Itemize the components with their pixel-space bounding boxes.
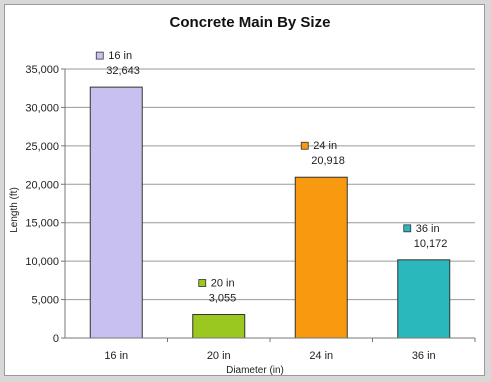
y-axis-label: Length (ft) <box>9 187 20 233</box>
bar <box>294 176 348 339</box>
data-label-value: 20,918 <box>311 155 345 167</box>
chart-title: Concrete Main By Size <box>170 14 331 31</box>
data-label-value: 32,643 <box>106 65 140 77</box>
data-label-value: 3,055 <box>209 293 237 305</box>
y-tick-label: 20,000 <box>25 179 59 191</box>
bar-chart: Concrete Main By Size 0 5,000 10,000 15,000… <box>9 14 476 376</box>
data-label-category: 16 in <box>108 50 132 62</box>
chart-frame: Concrete Main By Size 0 5,000 10,000 15,000… <box>4 4 485 376</box>
y-axis-ticks: 0 5,000 10,000 15,000 20,000 25,000 30,000 35,0… <box>25 64 65 345</box>
x-tick-label: 20 in <box>207 350 231 362</box>
data-label-key <box>403 224 412 233</box>
x-tick-label: 16 in <box>104 350 128 362</box>
bar <box>89 86 143 339</box>
bars <box>89 86 451 339</box>
data-label-category: 36 in <box>416 223 440 235</box>
data-label-key <box>300 141 309 150</box>
y-tick-label: 15,000 <box>25 218 59 230</box>
y-tick-label: 35,000 <box>25 64 59 76</box>
data-label-value: 10,172 <box>414 238 448 250</box>
data-label-key <box>95 51 104 60</box>
x-tick-label: 36 in <box>412 350 436 362</box>
data-labels: 16 in 32,643 20 in 3,055 24 in 20,918 36 in 10,… <box>95 50 448 305</box>
x-axis-ticks: 16 in 20 in 24 in 36 in <box>104 338 476 362</box>
y-tick-label: 30,000 <box>25 102 59 114</box>
data-label-category: 20 in <box>211 278 235 290</box>
data-label-category: 24 in <box>313 140 337 152</box>
y-tick-label: 0 <box>53 333 59 345</box>
y-tick-label: 5,000 <box>31 295 59 307</box>
data-label-key <box>198 279 207 287</box>
x-axis-label: Diameter (in) <box>226 365 284 376</box>
bar <box>397 259 451 339</box>
y-tick-label: 10,000 <box>25 256 59 268</box>
bar <box>192 314 246 339</box>
x-tick-label: 24 in <box>309 350 333 362</box>
y-tick-label: 25,000 <box>25 141 59 153</box>
